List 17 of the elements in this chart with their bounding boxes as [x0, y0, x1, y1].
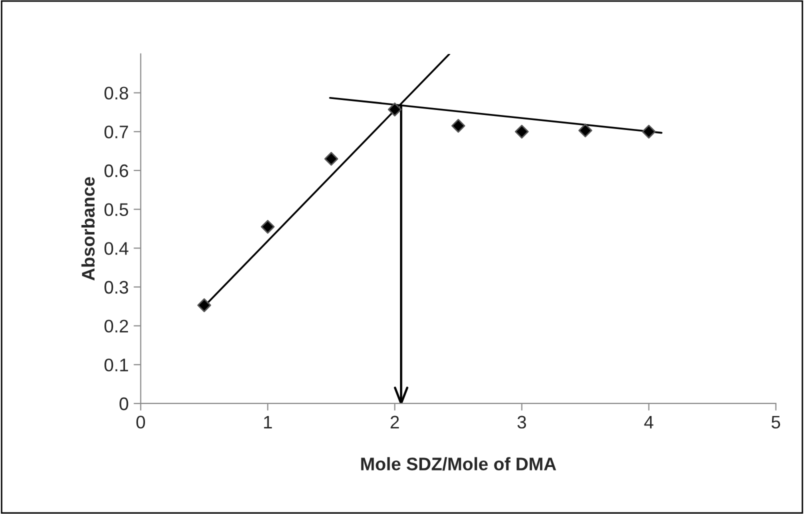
y-tick-label: 0.8 [104, 86, 128, 100]
x-axis-title: Mole SDZ/Mole of DMA [361, 457, 556, 471]
y-tick-label: 0.4 [104, 242, 128, 255]
x-tick-label: 2 [390, 416, 399, 428]
y-tick-label: 0.3 [104, 280, 128, 294]
y-tick-label: 0 [120, 397, 128, 410]
y-tick-label: 0.2 [104, 320, 128, 333]
y-axis-title: Absorbance [81, 177, 95, 280]
y-tick-label: 0.5 [104, 203, 128, 216]
y-tick-label: 0.6 [104, 164, 128, 178]
x-tick-label: 3 [517, 416, 526, 429]
y-tick-label: 0.7 [104, 126, 128, 138]
y-tick-label: 0.1 [104, 358, 128, 372]
x-tick-label: 0 [136, 416, 146, 429]
x-tick-label: 4 [644, 416, 654, 428]
x-tick-label: 1 [264, 416, 272, 428]
x-tick-label: 5 [772, 416, 780, 429]
